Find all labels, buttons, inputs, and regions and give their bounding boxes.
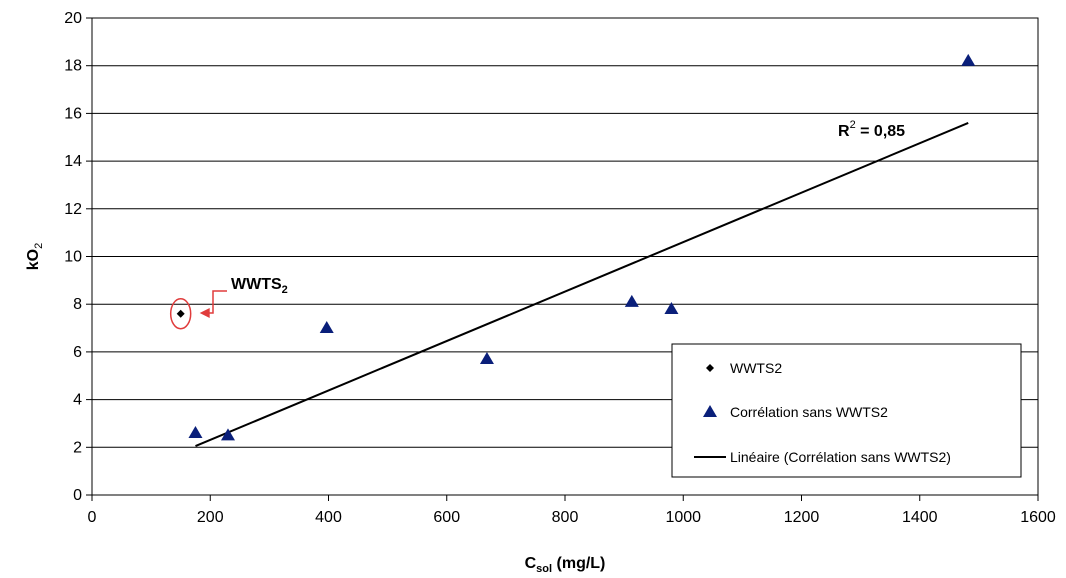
y-tick-label: 16 — [64, 105, 82, 122]
y-tick-label: 6 — [73, 344, 82, 361]
triangle-point — [220, 428, 235, 441]
y-tick-label: 20 — [64, 10, 82, 27]
y-tick-label: 10 — [64, 249, 82, 266]
x-tick-label: 1200 — [784, 509, 820, 526]
callout-arrow — [208, 290, 227, 314]
y-tick-label: 8 — [73, 296, 82, 313]
x-axis-title-main: C — [525, 555, 537, 572]
x-tick-label: 200 — [197, 509, 224, 526]
x-tick-label: 800 — [552, 509, 579, 526]
x-axis-title-sub: sol — [536, 563, 552, 575]
legend-label: Linéaire (Corrélation sans WWTS2) — [730, 449, 951, 465]
diamond-point — [176, 309, 185, 318]
y-tick-label: 0 — [73, 487, 82, 504]
x-axis: 0 200 400 600 800 1000 1200 1400 1600 — [88, 495, 1056, 526]
legend-box — [671, 343, 1022, 478]
triangle-point — [961, 53, 976, 66]
outlier-label-main: WWTS — [231, 276, 282, 293]
x-tick-label: 600 — [433, 509, 460, 526]
legend-swatch-diamond — [706, 364, 714, 372]
r-squared-label: R2 = 0,85 — [838, 119, 905, 140]
triangle-point — [188, 425, 203, 438]
y-tick-label: 18 — [64, 58, 82, 75]
r-squared-prefix: R — [838, 123, 850, 140]
annotations: WWTS2 R2 = 0,85 — [169, 119, 905, 330]
outlier-label-sub: 2 — [282, 284, 288, 296]
x-tick-label: 1600 — [1020, 509, 1056, 526]
x-tick-label: 1000 — [665, 509, 701, 526]
legend-label: WWTS2 — [730, 360, 782, 376]
triangle-point — [319, 321, 334, 334]
trend-line — [195, 122, 969, 448]
legend-swatch-triangle — [703, 405, 717, 417]
legend: WWTS2 Corrélation sans WWTS2 Linéaire (Cor… — [671, 343, 1022, 478]
y-axis-title-main: kO — [25, 249, 42, 270]
y-tick-label: 12 — [64, 201, 82, 218]
data-points — [176, 53, 976, 441]
r-squared-sup: 2 — [850, 119, 856, 131]
y-axis: 0 2 4 6 8 10 12 14 16 18 20 — [64, 10, 92, 504]
legend-label: Corrélation sans WWTS2 — [730, 404, 888, 420]
x-tick-label: 0 — [88, 509, 97, 526]
y-axis-title-sub: 2 — [33, 243, 45, 249]
outlier-highlight — [169, 297, 192, 330]
triangle-point — [664, 301, 679, 314]
y-axis-title: kO2 — [25, 243, 45, 270]
x-tick-label: 1400 — [902, 509, 938, 526]
triangle-point — [624, 294, 639, 307]
y-tick-label: 2 — [73, 439, 82, 456]
callout-arrowhead — [199, 308, 210, 318]
r-squared-value: = 0,85 — [856, 123, 905, 140]
x-axis-title: Csol (mg/L) — [525, 555, 606, 575]
triangle-point — [479, 352, 494, 365]
x-axis-title-unit: (mg/L) — [552, 555, 605, 572]
outlier-label: WWTS2 — [231, 276, 288, 296]
y-tick-label: 14 — [64, 153, 82, 170]
x-tick-label: 400 — [315, 509, 342, 526]
y-tick-label: 4 — [73, 392, 82, 409]
